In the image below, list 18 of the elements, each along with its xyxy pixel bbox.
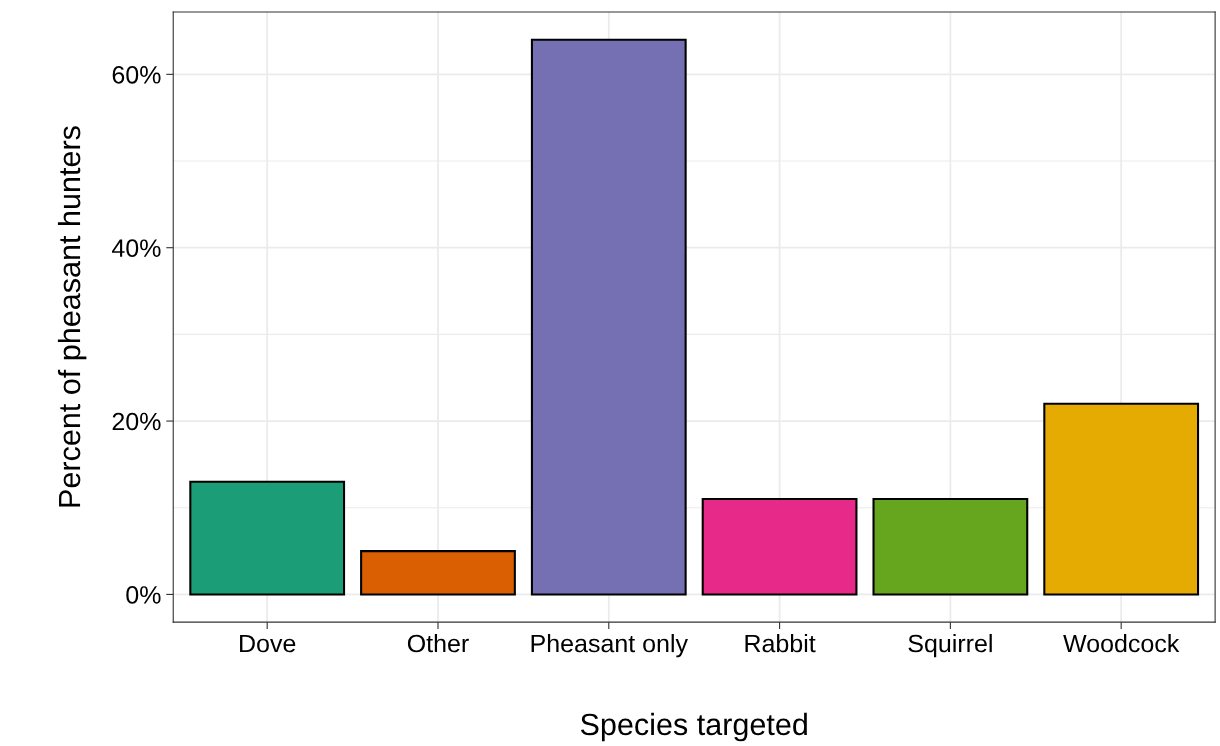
y-tick-label: 20%	[112, 412, 161, 431]
x-tick-label: Rabbit	[745, 633, 816, 653]
bar	[360, 550, 516, 596]
bar	[1043, 402, 1200, 596]
x-tick-label: Dove	[240, 634, 296, 653]
bar	[701, 498, 858, 596]
bar	[530, 38, 687, 596]
y-tick-label: 0%	[126, 586, 161, 604]
y-tick-label: 40%	[111, 239, 161, 258]
bar	[872, 498, 1029, 596]
x-tick-label: Pheasant only	[531, 633, 688, 658]
x-tick-label: Other	[407, 633, 469, 653]
x-tick-label: Woodcock	[1063, 633, 1180, 653]
y-axis-title: Percent of pheasant hunters	[57, 126, 87, 507]
y-tick-label: 60%	[112, 65, 161, 84]
x-tick-label: Squirrel	[908, 633, 992, 658]
bar	[189, 480, 346, 596]
x-axis-title: Species targeted	[580, 712, 807, 742]
